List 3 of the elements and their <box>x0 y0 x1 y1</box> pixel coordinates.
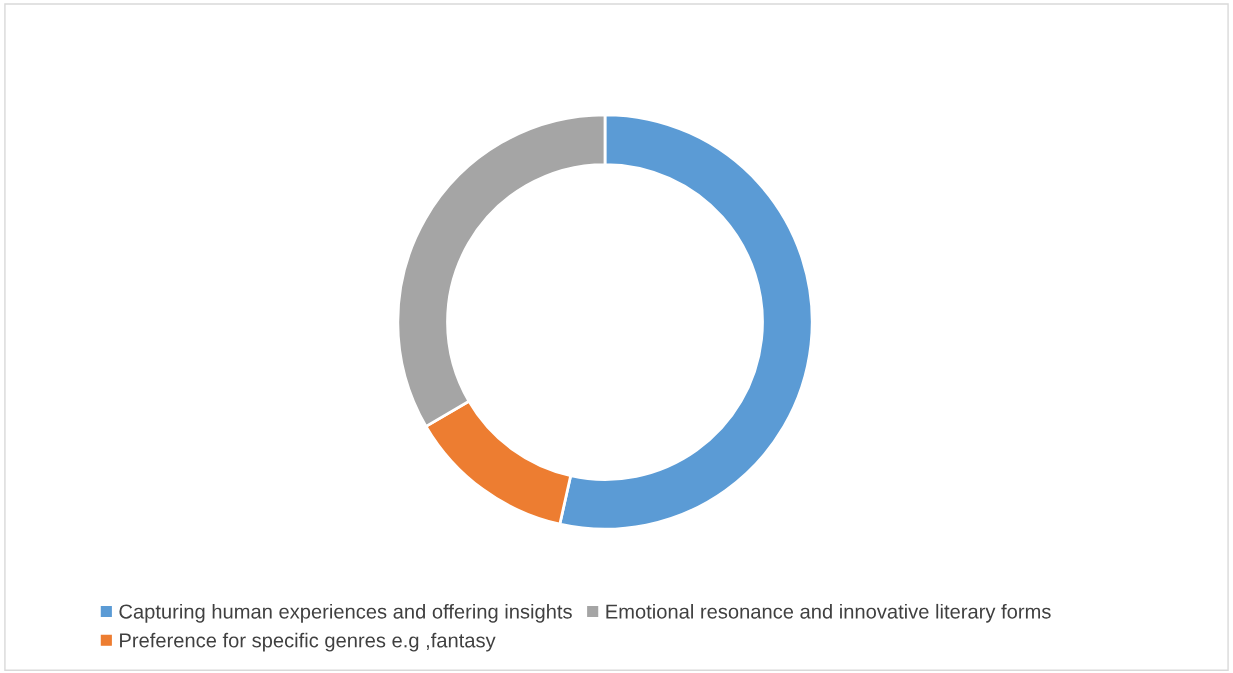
legend-label: Emotional resonance and innovative literary forms <box>606 603 1051 623</box>
legend-label: Preference for specific genres e.g ,fantasy <box>120 632 496 652</box>
legend-label: Capturing human experiences and offering insights <box>119 603 572 623</box>
